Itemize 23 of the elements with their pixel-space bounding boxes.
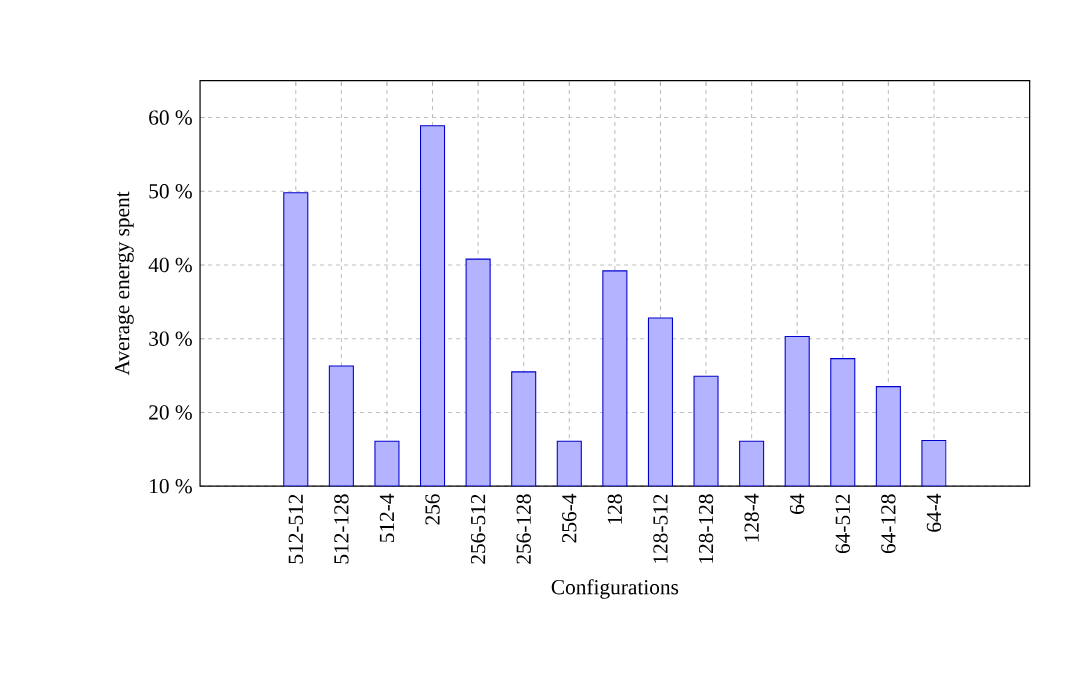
x-tick-label: 64-4: [926, 493, 942, 532]
x-tick-label: 256-512: [470, 494, 486, 564]
x-tick-label: 64-512: [835, 494, 850, 553]
x-tick-label: 128-512: [653, 494, 668, 563]
x-tick-label: 128-128: [698, 494, 714, 563]
x-tick-label: 256-128: [516, 494, 531, 564]
x-tick-label: 64: [790, 493, 805, 514]
y-tick-label: 60 %: [149, 110, 192, 125]
y-tick-label: 50 %: [149, 183, 192, 199]
y-tick-label: 40 %: [148, 257, 192, 273]
x-tick-label: 128-4: [744, 493, 759, 542]
x-axis-title: Configurations: [551, 579, 679, 599]
x-tick-label: 256: [425, 494, 440, 525]
x-tick-label: 256-4: [562, 493, 577, 543]
y-tick-label: 20 %: [149, 405, 192, 420]
x-tick-label: 512-512: [288, 494, 303, 564]
x-tick-label: 128: [607, 494, 623, 524]
x-tick-label: 64-128: [881, 494, 896, 553]
x-tick-label: 512-128: [334, 494, 349, 564]
y-axis-title: Average energy spent: [115, 191, 134, 376]
x-tick-label: 512-4: [379, 493, 395, 542]
y-tick-label: 30 %: [149, 331, 192, 346]
y-tick-label: 10 %: [150, 478, 192, 494]
